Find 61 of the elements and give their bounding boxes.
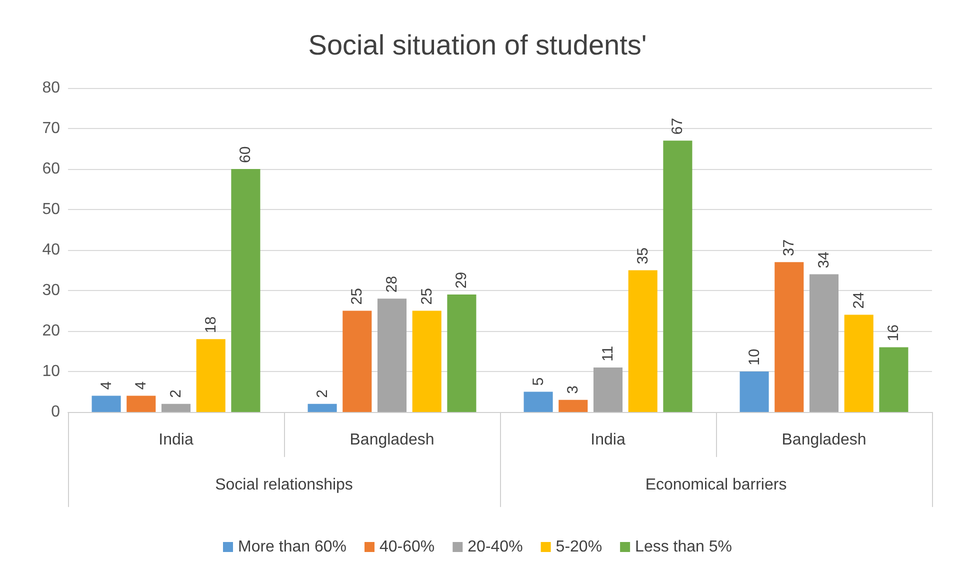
chart-title: Social situation of students' bbox=[308, 30, 647, 60]
data-label: 4 bbox=[132, 381, 150, 390]
x-tick-label: India bbox=[158, 432, 194, 448]
bar bbox=[377, 298, 407, 412]
y-tick-label: 40 bbox=[42, 242, 60, 258]
data-label: 28 bbox=[384, 276, 400, 293]
bar bbox=[196, 339, 226, 412]
data-label: 18 bbox=[202, 316, 220, 334]
data-label: 37 bbox=[780, 239, 798, 256]
x-tick-label: Bangladesh bbox=[782, 432, 866, 448]
data-label: 35 bbox=[634, 248, 652, 264]
bar bbox=[447, 294, 476, 412]
data-label: 10 bbox=[746, 348, 763, 366]
y-tick-label: 30 bbox=[42, 282, 60, 299]
bar bbox=[593, 367, 623, 412]
bar bbox=[161, 404, 191, 412]
bar bbox=[844, 314, 874, 412]
data-label: 5 bbox=[530, 377, 547, 386]
x-tick-label: Bangladesh bbox=[350, 432, 434, 448]
bar bbox=[342, 310, 372, 412]
bar bbox=[879, 347, 908, 412]
bar bbox=[231, 169, 260, 412]
data-label: 25 bbox=[418, 288, 436, 305]
y-tick-label: 0 bbox=[51, 404, 60, 420]
bar bbox=[308, 404, 337, 412]
data-label: 2 bbox=[168, 390, 184, 398]
legend-label: 5-20% bbox=[556, 538, 602, 556]
bar bbox=[412, 310, 442, 412]
y-tick-label: 20 bbox=[42, 322, 60, 340]
data-label: 3 bbox=[564, 386, 582, 394]
data-label: 24 bbox=[850, 292, 868, 309]
data-label: 60 bbox=[237, 146, 254, 163]
data-label: 2 bbox=[314, 390, 331, 398]
data-label: 4 bbox=[98, 381, 115, 390]
legend-label: More than 60% bbox=[238, 538, 347, 556]
bar bbox=[809, 274, 839, 412]
y-tick-label: 50 bbox=[42, 201, 60, 218]
bar bbox=[524, 392, 553, 412]
bar bbox=[92, 396, 121, 412]
data-label: 29 bbox=[453, 272, 470, 289]
y-tick-label: 70 bbox=[42, 120, 60, 137]
bar bbox=[126, 396, 156, 412]
bar bbox=[628, 270, 658, 412]
y-tick-label: 10 bbox=[42, 363, 60, 380]
data-label: 16 bbox=[885, 324, 902, 342]
data-label: 34 bbox=[816, 252, 832, 268]
y-tick-label: 60 bbox=[42, 160, 60, 178]
text: Economical barriers bbox=[645, 476, 787, 494]
legend-label: 20-40% bbox=[468, 538, 523, 556]
bar bbox=[774, 262, 804, 412]
bar bbox=[558, 400, 588, 412]
data-label: 25 bbox=[348, 288, 366, 305]
legend-label: Less than 5% bbox=[635, 538, 732, 556]
text: Social relationships bbox=[215, 476, 353, 494]
y-tick-label: 80 bbox=[42, 80, 60, 96]
x-tick-label: India bbox=[590, 432, 626, 448]
bar bbox=[740, 372, 769, 412]
legend-label: 40-60% bbox=[380, 538, 435, 556]
bar bbox=[663, 140, 692, 412]
data-label: 11 bbox=[600, 346, 616, 362]
data-label: 67 bbox=[669, 118, 686, 135]
